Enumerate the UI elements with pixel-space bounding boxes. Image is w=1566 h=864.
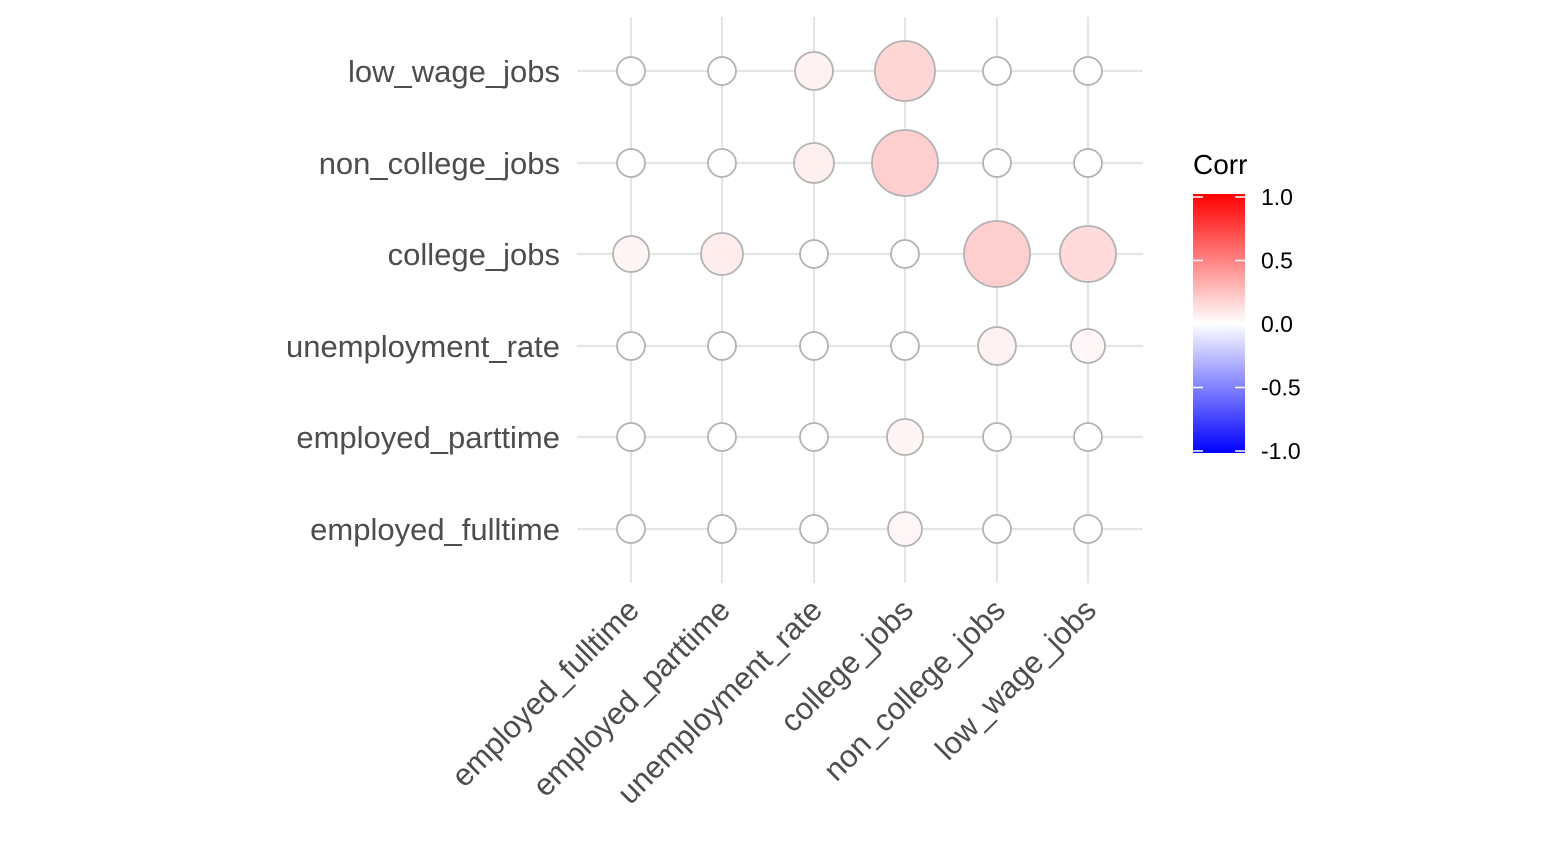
corr-cell [707,514,737,544]
corr-cell [886,418,924,456]
corr-cell [982,422,1012,452]
x-tick-label: low_wage_jobs [928,592,1103,767]
corr-cell [616,331,646,361]
corr-cell [799,422,829,452]
y-tick-label: unemployment_rate [286,329,560,364]
y-tick-label: low_wage_jobs [348,54,560,89]
corr-cell [799,514,829,544]
corr-cell [707,148,737,178]
legend-label: 0.5 [1261,248,1293,274]
corr-cell [793,142,835,184]
corr-cell [1073,148,1103,178]
legend: Corr 1.0 0.5 0.0 -0.5 -1.0 [1193,149,1301,464]
corr-cell [612,235,650,273]
y-tick-label: college_jobs [388,237,560,272]
y-tick-label: employed_fulltime [310,512,560,547]
corr-cell [707,56,737,86]
corr-cell [616,148,646,178]
grid [577,17,1143,583]
corr-cell [871,129,939,197]
corr-cell [700,232,744,276]
x-axis-ticks: employed_fulltimeemployed_parttimeunempl… [445,592,1103,810]
corr-cell [707,422,737,452]
corr-cell [616,514,646,544]
corr-cell [874,40,936,102]
corr-cell [616,422,646,452]
corr-cell [1059,225,1117,283]
corr-cell [887,511,923,547]
legend-label: 0.0 [1261,311,1293,337]
corr-cell [799,331,829,361]
corr-cell [1070,328,1106,364]
legend-label: 1.0 [1261,184,1293,210]
y-tick-label: non_college_jobs [319,146,560,181]
correlation-cells [612,40,1117,547]
corr-cell [707,331,737,361]
corr-cell [890,239,920,269]
legend-label: -0.5 [1261,375,1301,401]
corr-cell [1073,514,1103,544]
legend-ticks: 1.0 0.5 0.0 -0.5 -1.0 [1193,184,1301,464]
corr-cell [977,326,1017,366]
y-axis-ticks: low_wage_jobs non_college_jobs college_job… [286,54,560,547]
corr-cell [799,239,829,269]
corr-cell [1073,56,1103,86]
corr-cell [1073,422,1103,452]
legend-title: Corr [1193,149,1247,180]
corr-cell [890,331,920,361]
corr-cell [982,56,1012,86]
corr-cell [982,514,1012,544]
y-tick-label: employed_parttime [296,420,560,455]
corr-cell [616,56,646,86]
corr-cell [982,148,1012,178]
corr-cell [794,51,834,91]
legend-label: -1.0 [1261,438,1301,464]
corr-cell [963,220,1031,288]
